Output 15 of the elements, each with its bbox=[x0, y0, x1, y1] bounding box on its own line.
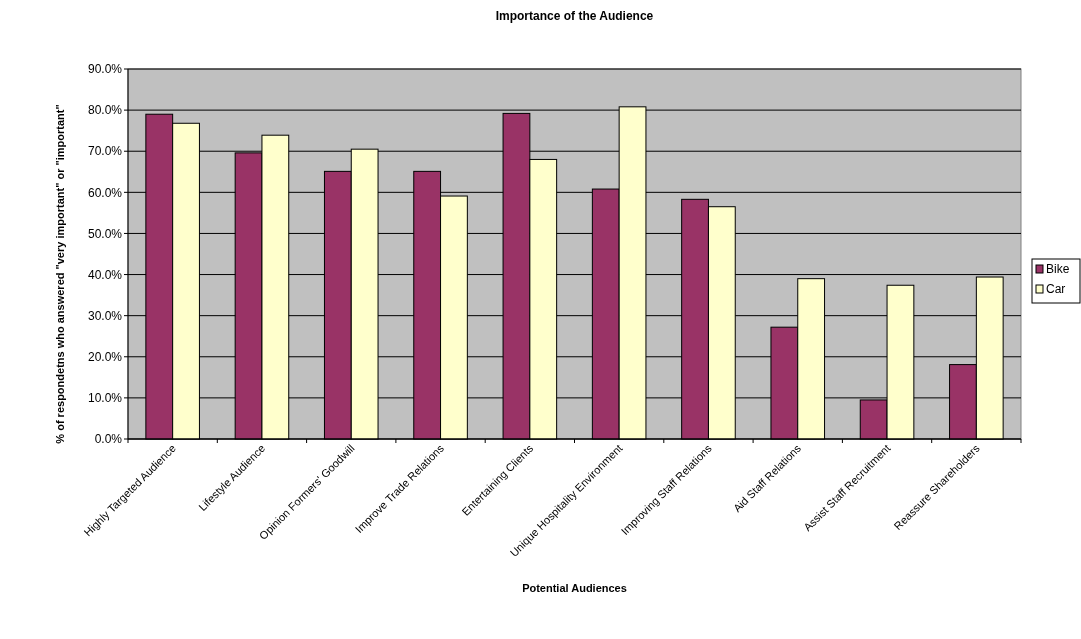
y-tick-label: 70.0% bbox=[87, 144, 123, 159]
legend-label: Bike bbox=[1046, 262, 1070, 277]
y-tick-label: 30.0% bbox=[87, 308, 123, 323]
x-axis-title: Potential Audiences bbox=[522, 582, 627, 594]
y-tick-label: 20.0% bbox=[87, 349, 123, 364]
chart-title: Importance of the Audience bbox=[495, 9, 654, 23]
legend-label: Car bbox=[1046, 282, 1066, 297]
y-tick-label: 80.0% bbox=[87, 103, 123, 118]
y-tick-label: 10.0% bbox=[87, 391, 123, 406]
y-axis-title: % of respondetns who answered "very important" or "important" bbox=[54, 104, 66, 444]
y-tick-label: 50.0% bbox=[87, 226, 123, 241]
y-tick-label: 60.0% bbox=[87, 185, 123, 200]
y-tick-label: 40.0% bbox=[87, 267, 123, 282]
y-tick-label: 90.0% bbox=[87, 62, 123, 77]
y-tick-label: 0.0% bbox=[94, 432, 123, 447]
